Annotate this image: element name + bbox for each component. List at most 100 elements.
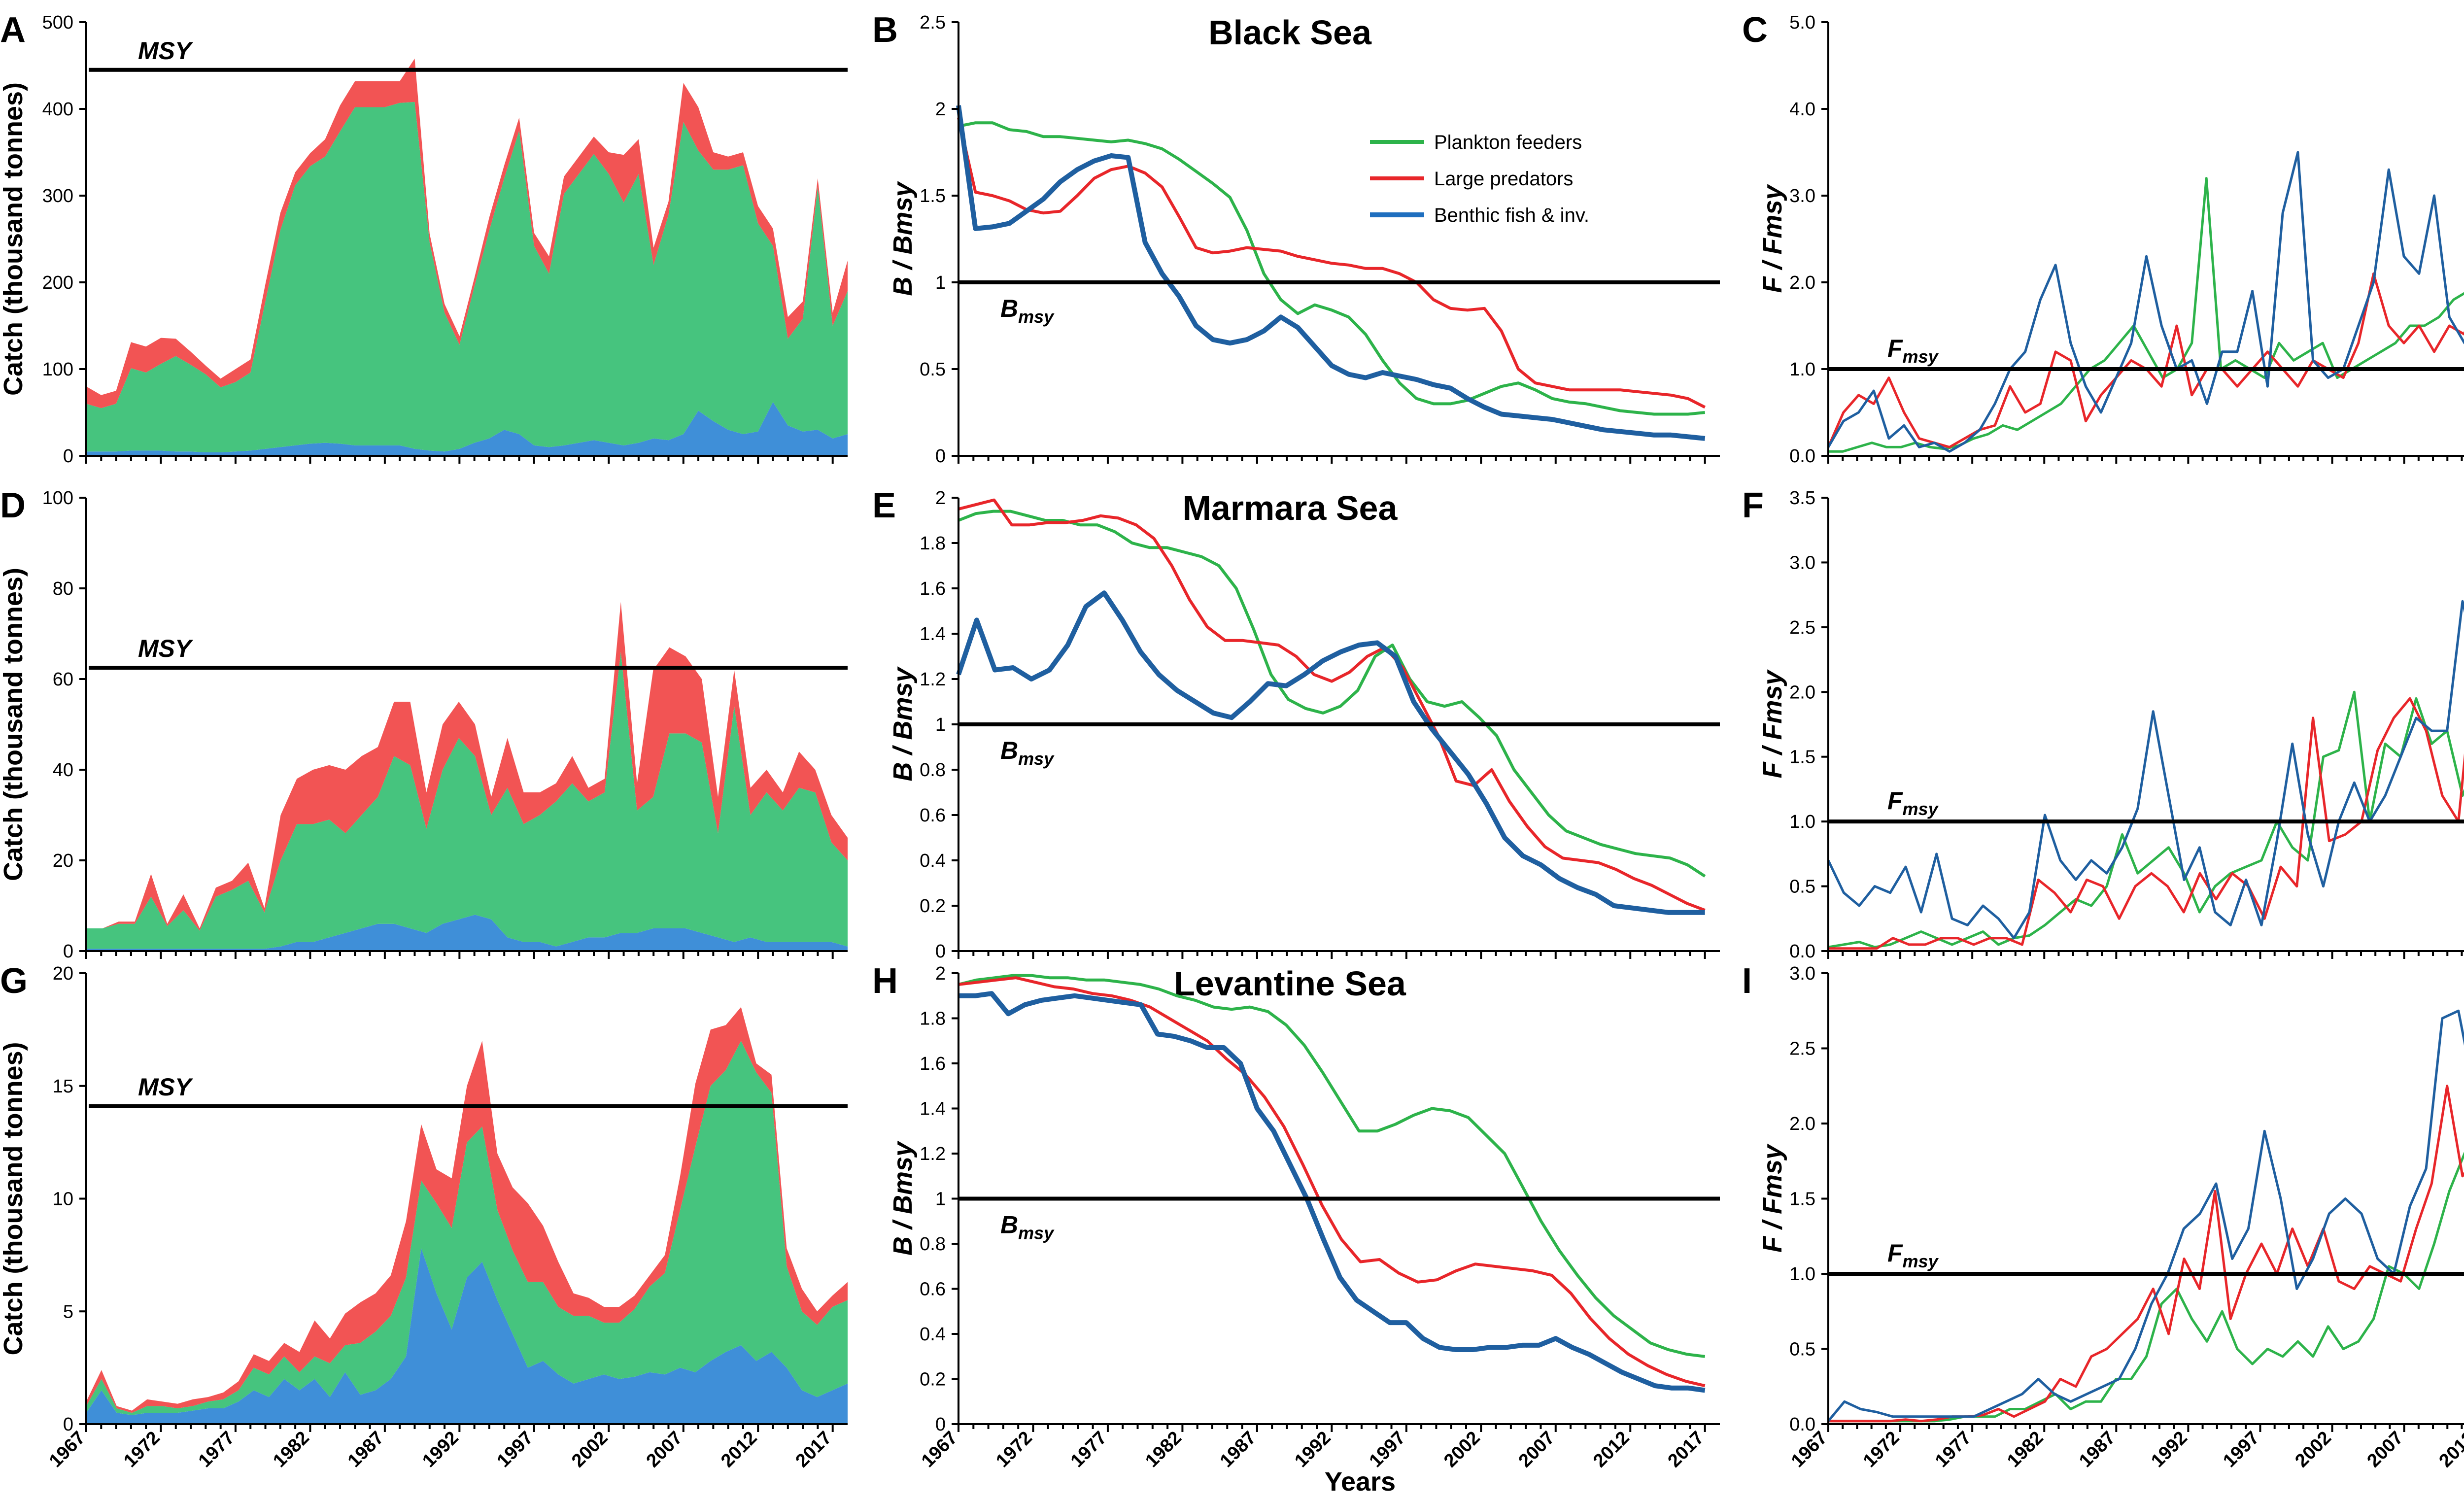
panel-letter-a: A — [0, 10, 26, 50]
line-benthic-fish-inv — [1827, 1009, 2464, 1422]
y-axis-title: F / Fmsy — [1758, 184, 1787, 293]
y-tick-label: 0.6 — [920, 805, 946, 826]
fmsy-label: Fmsy — [1887, 1239, 1939, 1271]
panel-letter-i: I — [1742, 961, 1752, 1001]
line-plankton-feeders — [958, 974, 1706, 1358]
x-tick-label: 1977 — [1067, 1428, 1111, 1471]
y-tick-label: 1.5 — [920, 186, 946, 206]
x-tick-label: 1982 — [2003, 1428, 2047, 1471]
y-tick-label: 2.0 — [1789, 1114, 1815, 1134]
y-tick-label: 1.5 — [1789, 747, 1815, 768]
bmsy-label: Bmsy — [1000, 295, 1055, 327]
area-large-predators — [86, 1007, 848, 1413]
x-tick-label: 2007 — [1515, 1428, 1559, 1471]
y-tick-label: 3.5 — [1789, 488, 1815, 509]
x-tick-label: 1992 — [2147, 1428, 2191, 1471]
y-tick-label: 0.5 — [1789, 877, 1815, 897]
line-benthic-fish-inv — [956, 105, 1706, 441]
panel-letter-f: F — [1742, 486, 1764, 525]
y-tick-label: 40 — [53, 760, 73, 781]
panel-letter-h: H — [872, 961, 898, 1001]
panel-f: F Fmsy 0.0 0.5 1.0 1.5 2.0 2.5 3.0 3.5 F / Fmsy — [1742, 486, 2464, 962]
x-tick-label: 2002 — [1440, 1428, 1484, 1471]
y-tick-label: 2 — [935, 99, 946, 120]
x-tick-label: 2012 — [2435, 1428, 2464, 1471]
y-axis-title: Catch (thousand tonnes) — [0, 568, 28, 881]
y-tick-label: 0.0 — [1789, 1414, 1815, 1435]
fmsy-label: Fmsy — [1887, 787, 1939, 819]
line-benthic-fish-inv — [956, 590, 1705, 915]
bmsy-label: Bmsy — [1000, 737, 1055, 769]
x-tick-label: 1992 — [1291, 1428, 1335, 1471]
y-tick-label: 0 — [935, 446, 946, 467]
x-tick-label: 1997 — [493, 1428, 537, 1471]
x-tick-label: 1987 — [344, 1428, 388, 1471]
y-tick-label: 0.4 — [920, 1324, 946, 1345]
line-benthic-fish-inv — [1827, 151, 2464, 453]
y-tick-label: 1 — [935, 715, 946, 735]
y-tick-label: 0.0 — [1789, 941, 1815, 962]
y-tick-label: 500 — [42, 12, 73, 33]
panel-letter-c: C — [1742, 10, 1768, 50]
line-large-predators — [1828, 697, 2464, 950]
line-benthic-fish-inv — [1827, 600, 2464, 940]
y-axis-title: Catch (thousand tonnes) — [0, 1042, 28, 1356]
msy-label: MSY — [138, 1073, 194, 1101]
line-large-predators — [957, 117, 1706, 409]
x-tick-label: 1972 — [120, 1428, 164, 1471]
y-axis-title: F / Fmsy — [1758, 669, 1787, 779]
y-tick-label: 1.6 — [920, 579, 946, 599]
y-tick-label: 1.6 — [920, 1054, 946, 1074]
panel-letter-e: E — [872, 486, 896, 525]
y-tick-label: 0.2 — [920, 896, 946, 917]
y-tick-label: 0 — [935, 1414, 946, 1435]
y-tick-label: 1.5 — [1789, 1189, 1815, 1210]
y-tick-label: 2.5 — [1789, 617, 1815, 638]
y-tick-label: 1.2 — [920, 669, 946, 690]
panel-title: Black Sea — [1208, 13, 1372, 52]
area-plankton-feeders — [86, 651, 848, 949]
line-plankton-feeders — [958, 121, 1706, 416]
y-tick-label: 1.0 — [1789, 359, 1815, 380]
legend-label-predators: Large predators — [1434, 168, 1573, 190]
x-tick-label: 1972 — [992, 1428, 1036, 1471]
area-benthic-fish-inv — [86, 1248, 848, 1424]
y-tick-label: 1.0 — [1789, 1264, 1815, 1285]
x-tick-label: 1982 — [1141, 1428, 1185, 1471]
y-tick-label: 0.4 — [920, 851, 946, 871]
y-axis-title: Catch (thousand tonnes) — [0, 82, 28, 396]
y-tick-label: 200 — [42, 273, 73, 293]
y-tick-label: 3.0 — [1789, 963, 1815, 984]
y-tick-label: 0.8 — [920, 1234, 946, 1255]
area-plankton-feeders — [86, 1041, 848, 1415]
line-large-predators — [958, 498, 1706, 912]
y-tick-label: 100 — [42, 488, 73, 509]
y-tick-label: 2 — [935, 488, 946, 509]
y-tick-label: 3.0 — [1789, 552, 1815, 573]
y-tick-label: 0.6 — [920, 1279, 946, 1300]
panel-c: C Fmsy 0.0 1.0 2.0 3.0 4.0 5.0 F / Fmsy — [1742, 10, 2464, 467]
area-benthic-fish-inv — [86, 915, 848, 951]
y-tick-label: 5 — [63, 1301, 73, 1322]
y-tick-label: 2 — [935, 963, 946, 984]
y-axis-title: F / Fmsy — [1758, 1143, 1787, 1253]
y-tick-label: 2.0 — [1789, 273, 1815, 293]
y-tick-label: 2.5 — [1789, 1039, 1815, 1059]
x-tick-label: 1987 — [1216, 1428, 1260, 1471]
y-tick-label: 0.8 — [920, 760, 946, 781]
area-large-predators — [86, 602, 848, 931]
y-tick-label: 4.0 — [1789, 99, 1815, 120]
y-tick-label: 0.2 — [920, 1369, 946, 1390]
y-tick-label: 1.8 — [920, 1009, 946, 1029]
x-tick-label: 2007 — [2363, 1428, 2407, 1471]
x-tick-label: 1992 — [418, 1428, 462, 1471]
y-tick-label: 2.5 — [920, 12, 946, 33]
y-tick-label: 1.0 — [1789, 812, 1815, 832]
panel-b: B Black Sea Bmsy 0 0.5 1 1.5 2 2.5 B / Bmsy — [872, 10, 1720, 467]
legend-label-benthic: Benthic fish & inv. — [1434, 204, 1589, 226]
area-benthic-fish-inv — [86, 402, 848, 456]
line-plankton-feeders — [1828, 1152, 2464, 1423]
